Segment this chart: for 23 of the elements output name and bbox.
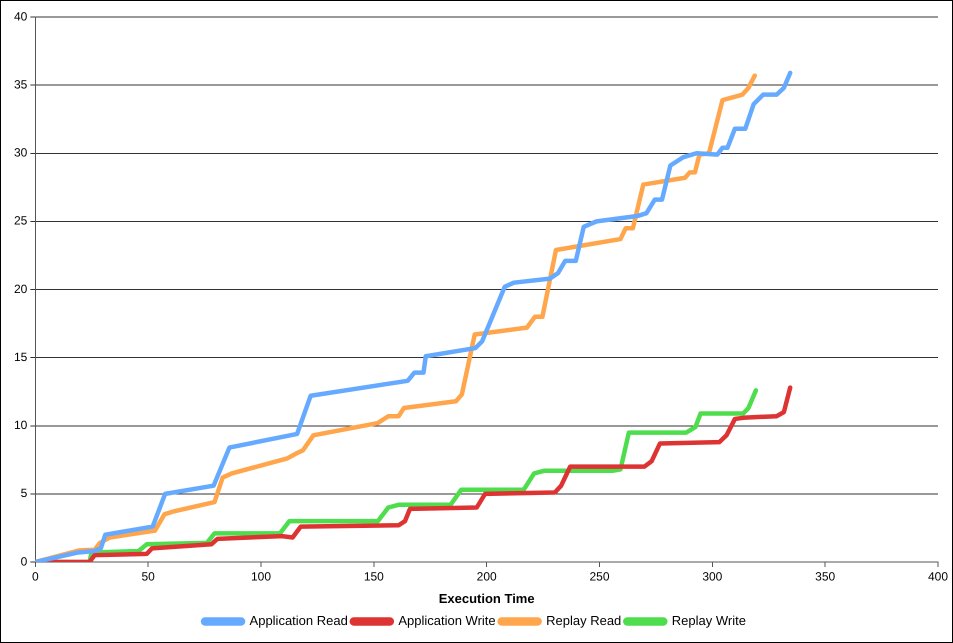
x-tick-label: 350: [815, 570, 836, 584]
y-tick-label: 35: [14, 77, 28, 92]
y-tick-label: 15: [14, 350, 28, 364]
x-tick-label: 250: [589, 570, 610, 584]
legend-label: Replay Read: [546, 613, 622, 628]
y-tick-label: 30: [14, 146, 28, 160]
y-tick-label: 10: [14, 418, 28, 432]
x-axis-title: Execution Time: [438, 590, 535, 606]
y-tick-label: 5: [20, 486, 28, 500]
x-tick-label: 150: [364, 570, 384, 584]
x-tick-label: 50: [142, 570, 156, 584]
legend-label: Replay Write: [672, 613, 746, 628]
legend-label: Application Write: [398, 613, 496, 628]
x-tick-label: 400: [928, 570, 948, 584]
x-tick-label: 200: [476, 570, 498, 584]
x-tick-label: 100: [250, 570, 272, 584]
y-tick-label: 25: [14, 214, 28, 228]
x-tick-label: 0: [32, 570, 40, 584]
y-tick-label: 20: [14, 282, 28, 296]
y-tick-label: 40: [14, 9, 28, 24]
x-tick-label: 300: [702, 570, 723, 584]
legend-label: Application Read: [250, 613, 348, 628]
y-tick-label: 0: [20, 554, 28, 568]
